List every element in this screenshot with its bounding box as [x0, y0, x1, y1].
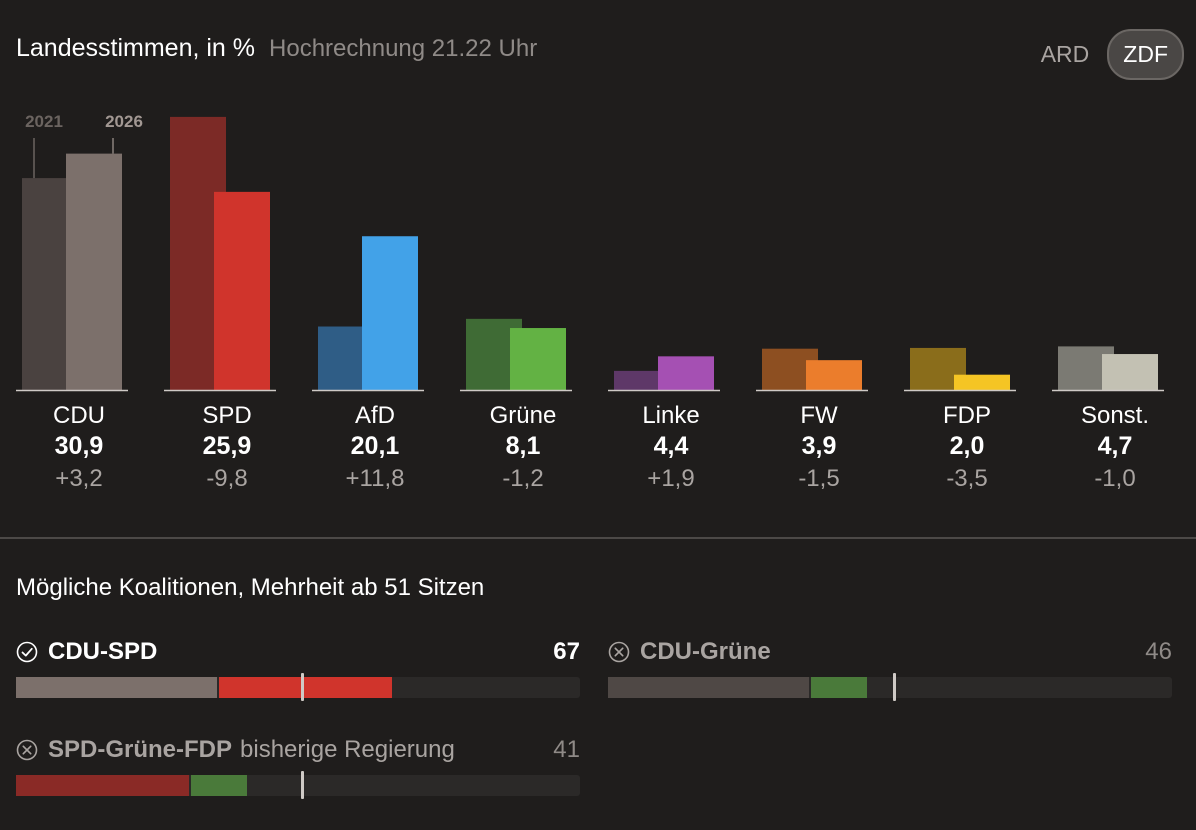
majority-marker	[300, 771, 304, 799]
vote-share-bar-chart: CDU 30,9 +3,2 SPD 25,9 -9,8 AfD 20,1 +11,8 Grüne 8…	[16, 112, 1164, 492]
coalition-name: SPD-Grüne-FDP	[48, 736, 233, 763]
coalitions-title: Mögliche Koalitionen, Mehrheit ab 51 Sit…	[16, 574, 485, 601]
seat-segment-spd	[16, 775, 190, 796]
diff-label: -1,2	[502, 465, 543, 492]
party-label: Linke	[642, 402, 699, 429]
value-label: 20,1	[351, 432, 400, 460]
value-label: 3,9	[802, 432, 837, 460]
x-circle-icon	[16, 739, 38, 761]
majority-marker	[300, 673, 304, 701]
coalition-name: CDU-SPD	[48, 638, 158, 665]
party-label: Sonst.	[1081, 402, 1149, 429]
seat-segment-cdu	[608, 677, 810, 698]
party-label: FW	[800, 402, 838, 429]
seat-segment-grüne	[191, 775, 247, 796]
coalition-seats: 46	[1145, 638, 1172, 665]
chart-header: Landesstimmen, in % Hochrechnung 21.22 U…	[16, 34, 537, 74]
bar-2021-linke	[614, 370, 670, 390]
bar-2026-fw	[806, 360, 862, 390]
majority-marker	[892, 673, 896, 701]
diff-label: +3,2	[55, 465, 102, 492]
diff-label: +1,9	[647, 465, 694, 492]
x-circle-icon	[608, 641, 630, 663]
coalition-seat-bar	[16, 673, 580, 701]
seat-segment-cdu	[16, 677, 218, 698]
value-label: 25,9	[203, 432, 252, 460]
bar-2026-fdp	[954, 374, 1010, 390]
value-label: 2,0	[950, 432, 985, 460]
bar-2026-grüne	[510, 328, 566, 390]
diff-label: -1,5	[798, 465, 839, 492]
bar-2026-sonst.	[1102, 354, 1158, 390]
chart-title: Landesstimmen, in %	[16, 34, 256, 62]
bar-2026-spd	[214, 191, 270, 390]
year-label-2021: 2021	[25, 112, 63, 131]
value-label: 4,4	[654, 432, 689, 460]
party-label: AfD	[355, 402, 395, 429]
toggle-zdf[interactable]: ZDF	[1107, 29, 1184, 80]
diff-label: -1,0	[1094, 465, 1135, 492]
coalition-name: CDU-Grüne	[640, 638, 771, 665]
bar-2026-linke	[658, 356, 714, 390]
seat-segment-spd	[219, 677, 393, 698]
party-label: FDP	[943, 402, 991, 429]
value-label: 8,1	[506, 432, 541, 460]
coalition-seat-bar	[16, 771, 580, 799]
diff-label: -3,5	[946, 465, 987, 492]
coalition-seats: 67	[553, 638, 580, 665]
coalition-note: bisherige Regierung	[240, 736, 455, 763]
party-label: Grüne	[490, 402, 557, 429]
party-label: CDU	[53, 402, 105, 429]
chart-subtitle: Hochrechnung 21.22 Uhr	[269, 35, 538, 62]
check-circle-icon	[16, 641, 38, 663]
seat-segment-grüne	[811, 677, 867, 698]
section-divider	[0, 537, 1196, 539]
bar-2026-afd	[362, 236, 418, 390]
diff-label: +11,8	[346, 465, 405, 492]
toggle-ard[interactable]: ARD	[1040, 41, 1090, 67]
value-label: 30,9	[55, 432, 104, 460]
coalition-seats: 41	[553, 736, 580, 763]
value-label: 4,7	[1098, 432, 1133, 460]
year-label-2026: 2026	[105, 112, 143, 131]
party-label: SPD	[202, 402, 251, 429]
coalition-seat-bar	[608, 673, 1172, 701]
coalition-cdu-gruene: CDU-Grüne 46	[608, 637, 1172, 707]
diff-label: -9,8	[206, 465, 247, 492]
broadcaster-toggle: ARD ZDF	[1027, 29, 1184, 80]
coalition-spd-gruene-fdp: SPD-Grüne-FDP bisherige Regierung 41	[16, 735, 580, 805]
coalition-cdu-spd: CDU-SPD 67	[16, 637, 580, 707]
bar-2026-cdu	[66, 153, 122, 390]
